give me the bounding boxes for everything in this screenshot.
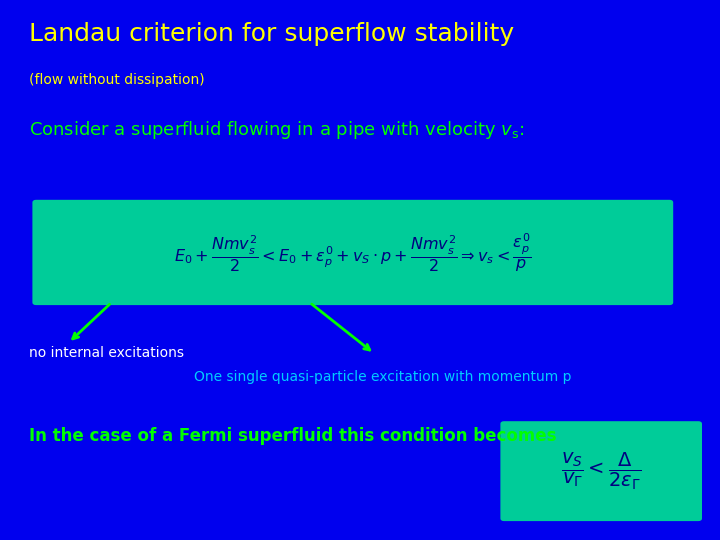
Text: (flow without dissipation): (flow without dissipation) xyxy=(29,73,204,87)
Text: $\dfrac{v_S}{v_\Gamma} < \dfrac{\Delta}{2\varepsilon_\Gamma}$: $\dfrac{v_S}{v_\Gamma} < \dfrac{\Delta}{… xyxy=(561,450,642,492)
Text: Consider a superfluid flowing in a pipe with velocity $v_{\mathsf{s}}$:: Consider a superfluid flowing in a pipe … xyxy=(29,119,524,141)
FancyBboxPatch shape xyxy=(500,421,702,521)
FancyBboxPatch shape xyxy=(32,200,673,305)
Text: no internal excitations: no internal excitations xyxy=(29,346,184,360)
Text: One single quasi-particle excitation with momentum p: One single quasi-particle excitation wit… xyxy=(194,370,572,384)
Text: Landau criterion for superflow stability: Landau criterion for superflow stability xyxy=(29,22,514,45)
Text: $E_0 + \dfrac{Nmv_s^2}{2} < E_0 + \varepsilon_p^0 + v_S \cdot p + \dfrac{Nmv_s^2: $E_0 + \dfrac{Nmv_s^2}{2} < E_0 + \varep… xyxy=(174,231,531,274)
Text: In the case of a Fermi superfluid this condition becomes: In the case of a Fermi superfluid this c… xyxy=(29,427,557,444)
